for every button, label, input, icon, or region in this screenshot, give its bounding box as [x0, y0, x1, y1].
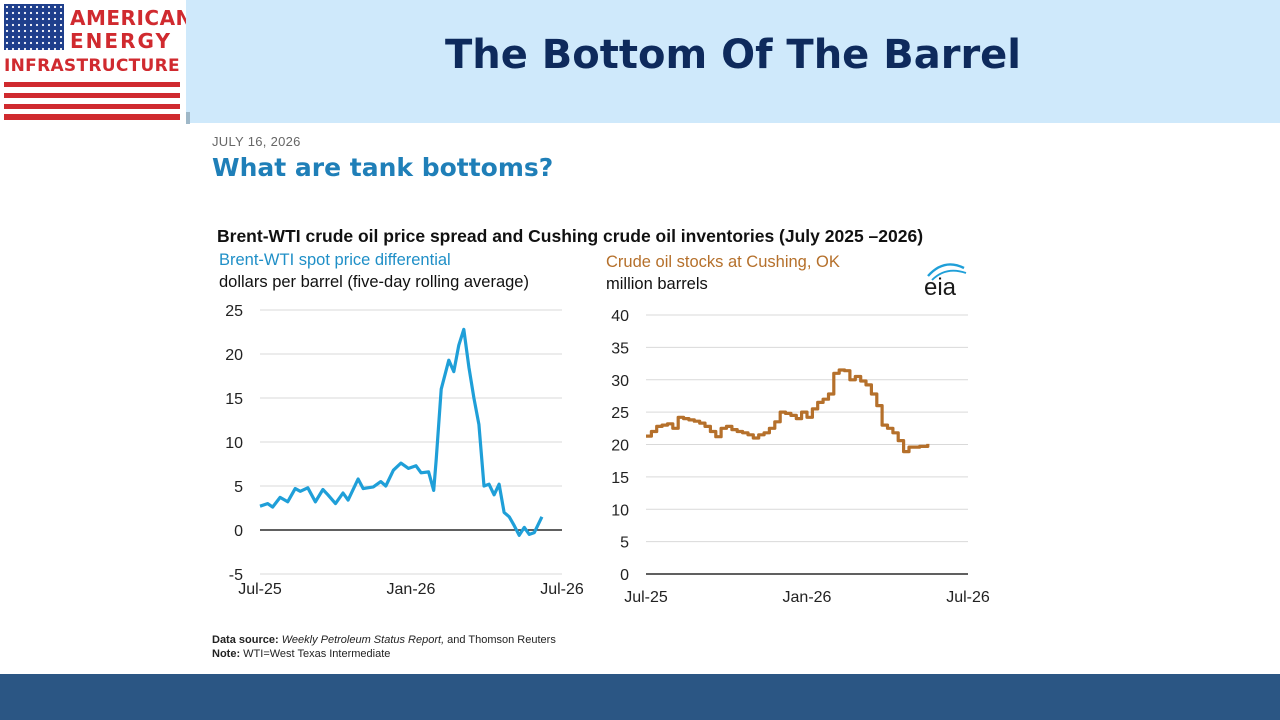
stocks-chart-x-tick-label: Jan-26	[783, 589, 832, 606]
source-rest: and Thomson Reuters	[444, 634, 556, 646]
spread-chart-series-line	[259, 327, 544, 537]
stocks-chart-y-tick-label: 35	[611, 340, 629, 357]
wti-note: Note: WTI=West Texas Intermediate	[212, 648, 390, 660]
logo-line-3: INFRASTRUCTURE	[4, 56, 180, 76]
data-source-note: Data source: Weekly Petroleum Status Rep…	[212, 634, 556, 646]
stars-icon	[4, 4, 64, 50]
stocks-chart-y-tick-label: 5	[620, 535, 629, 552]
footer-bar	[0, 674, 1280, 720]
header-divider	[186, 112, 190, 124]
stocks-chart-series-line	[646, 368, 930, 454]
right-chart-subtitle: Crude oil stocks at Cushing, OK	[606, 253, 840, 271]
flag-stripes-icon	[4, 82, 180, 120]
stocks-chart-y-tick-label: 20	[611, 438, 629, 455]
spread-chart-y-tick-label: 5	[234, 479, 243, 496]
eia-logo-icon: eia	[924, 263, 967, 301]
spread-chart-y-tick-label: 15	[225, 391, 243, 408]
logo-line-2: ENERGY	[70, 29, 172, 53]
left-chart-unit: dollars per barrel (five-day rolling ave…	[219, 273, 529, 291]
stocks-chart-y-tick-label: 15	[611, 470, 629, 487]
source-publication: Weekly Petroleum Status Report,	[281, 634, 445, 646]
stocks-chart-y-tick-label: 0	[620, 567, 629, 584]
spread-chart-x-tick-label: Jan-26	[387, 581, 436, 598]
spread-chart-y-tick-label: 10	[225, 435, 243, 452]
slide-title: The Bottom Of The Barrel	[444, 32, 1022, 78]
stocks-chart-x-tick-label: Jul-26	[946, 589, 990, 606]
chart-title: Brent-WTI crude oil price spread and Cus…	[217, 226, 924, 246]
stocks-chart-y-tick-label: 40	[611, 308, 629, 325]
spread-chart-x-tick-label: Jul-25	[238, 581, 282, 598]
header-band	[186, 0, 1280, 123]
source-label: Data source:	[212, 634, 279, 646]
spread-chart-y-tick-label: 20	[225, 347, 243, 364]
spread-chart-y-tick-label: 0	[234, 523, 243, 540]
eia-logo: eia	[920, 262, 972, 301]
eia-logo-text: eia	[924, 274, 957, 298]
post-date: JULY 16, 2026	[212, 134, 301, 149]
stocks-chart-y-tick-label: 25	[611, 405, 629, 422]
stocks-chart-y-tick-label: 10	[611, 502, 629, 519]
company-logo: AMERICAN ENERGY INFRASTRUCTURE	[4, 4, 192, 122]
right-chart: 40 35 30 25 20 15 10 5 0 Jul-25 Jan-26 Jul-26	[611, 308, 990, 606]
flag-canton-icon	[4, 4, 64, 50]
note-text: WTI=West Texas Intermediate	[240, 648, 391, 660]
right-chart-unit: million barrels	[606, 275, 708, 293]
left-chart-subtitle: Brent-WTI spot price differential	[219, 251, 451, 269]
spread-chart-x-tick-label: Jul-26	[540, 581, 584, 598]
stocks-chart-x-tick-label: Jul-25	[624, 589, 668, 606]
note-label: Note:	[212, 648, 241, 660]
spread-chart-y-tick-label: 25	[225, 303, 243, 320]
post-heading: What are tank bottoms?	[212, 153, 554, 182]
spread-chart-y-tick-label: -5	[229, 567, 243, 584]
stocks-chart-y-tick-label: 30	[611, 373, 629, 390]
logo-line-1: AMERICAN	[70, 6, 193, 30]
